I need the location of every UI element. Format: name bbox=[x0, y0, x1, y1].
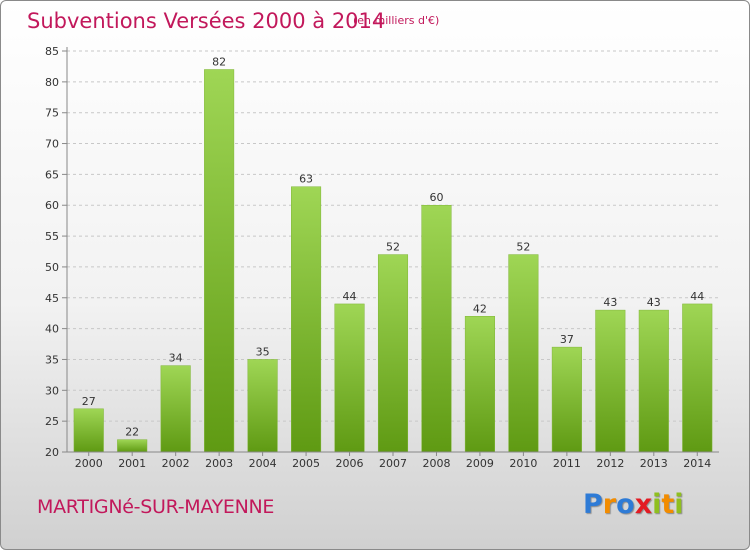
bar-2005[interactable] bbox=[291, 186, 322, 453]
bar-2006[interactable] bbox=[334, 303, 365, 453]
x-tick-label: 2000 bbox=[75, 457, 103, 470]
y-tick-label: 60 bbox=[45, 199, 59, 212]
commune-name: MARTIGNé-SUR-MAYENNE bbox=[37, 496, 275, 518]
bar-2004[interactable] bbox=[247, 359, 278, 453]
x-tick-label: 2007 bbox=[379, 457, 407, 470]
y-tick-label: 85 bbox=[45, 45, 59, 58]
x-tick-label: 2003 bbox=[205, 457, 233, 470]
y-tick-label: 65 bbox=[45, 168, 59, 181]
bar-2014[interactable] bbox=[682, 303, 713, 453]
logo-letter: x bbox=[634, 489, 653, 520]
logo-letter: i bbox=[674, 489, 684, 520]
bar-2002[interactable] bbox=[160, 365, 191, 453]
bar-2008[interactable] bbox=[421, 204, 452, 453]
x-tick-label: 2002 bbox=[162, 457, 190, 470]
y-tick-label: 55 bbox=[45, 230, 59, 243]
value-label: 44 bbox=[690, 290, 704, 303]
value-label: 42 bbox=[473, 302, 487, 315]
y-tick-label: 40 bbox=[45, 323, 59, 336]
bar-2007[interactable] bbox=[377, 254, 409, 453]
y-tick-label: 80 bbox=[45, 76, 59, 89]
y-tick-label: 45 bbox=[45, 292, 59, 305]
x-tick-label: 2013 bbox=[640, 457, 668, 470]
bars: 27 22 34 82 35 63 44 52 60 42 52 37 43 43 44 bbox=[73, 56, 713, 453]
chart-title: Subventions Versées 2000 à 2014 bbox=[27, 9, 386, 33]
value-label: 22 bbox=[125, 426, 139, 439]
logo-letter: t bbox=[661, 489, 675, 520]
y-tick-label: 75 bbox=[45, 107, 59, 120]
x-tick-label: 2014 bbox=[683, 457, 711, 470]
y-tick-label: 30 bbox=[45, 384, 59, 397]
value-label: 44 bbox=[343, 290, 357, 303]
logo-letter: i bbox=[652, 489, 662, 520]
value-label: 60 bbox=[429, 191, 443, 204]
value-label: 63 bbox=[299, 173, 313, 186]
x-tick-label: 2010 bbox=[509, 457, 537, 470]
value-label: 52 bbox=[386, 241, 400, 254]
logo-letter: r bbox=[602, 489, 617, 520]
value-label: 82 bbox=[212, 56, 226, 69]
bar-2000[interactable] bbox=[73, 408, 104, 453]
y-tick-label: 50 bbox=[45, 261, 59, 274]
bar-2013[interactable] bbox=[638, 309, 669, 453]
bar-2001[interactable] bbox=[117, 439, 148, 453]
y-tick-label: 70 bbox=[45, 138, 59, 151]
x-tick-label: 2005 bbox=[292, 457, 320, 470]
logo-letter: P bbox=[583, 489, 603, 520]
x-tick-label: 2009 bbox=[466, 457, 494, 470]
bar-2012[interactable] bbox=[595, 309, 626, 453]
value-label: 37 bbox=[560, 333, 574, 346]
x-tick-label: 2001 bbox=[118, 457, 146, 470]
unit-label: (en milliers d'€) bbox=[353, 14, 440, 27]
value-label: 52 bbox=[516, 241, 530, 254]
y-tick-label: 20 bbox=[45, 446, 59, 459]
value-label: 35 bbox=[256, 345, 270, 358]
y-tick-label: 25 bbox=[45, 415, 59, 428]
bar-2003[interactable] bbox=[204, 69, 235, 453]
x-tick-label: 2006 bbox=[336, 457, 364, 470]
x-tick-label: 2008 bbox=[422, 457, 450, 470]
x-tick-label: 2011 bbox=[553, 457, 581, 470]
value-label: 27 bbox=[82, 395, 96, 408]
bar-2011[interactable] bbox=[551, 346, 582, 453]
axes: 20 25 30 35 40 45 50 55 60 65 70 75 80 85 2000 2001 2002… bbox=[45, 45, 719, 470]
y-tick-label: 35 bbox=[45, 353, 59, 366]
x-tick-label: 2004 bbox=[249, 457, 277, 470]
bar-2010[interactable] bbox=[508, 254, 539, 453]
value-label: 43 bbox=[647, 296, 661, 309]
proxiti-logo[interactable]: Proxiti bbox=[583, 489, 684, 520]
bar-2009[interactable] bbox=[464, 316, 495, 453]
value-label: 43 bbox=[603, 296, 617, 309]
logo-letter: o bbox=[616, 489, 635, 520]
x-tick-label: 2012 bbox=[596, 457, 624, 470]
value-label: 34 bbox=[169, 352, 183, 365]
